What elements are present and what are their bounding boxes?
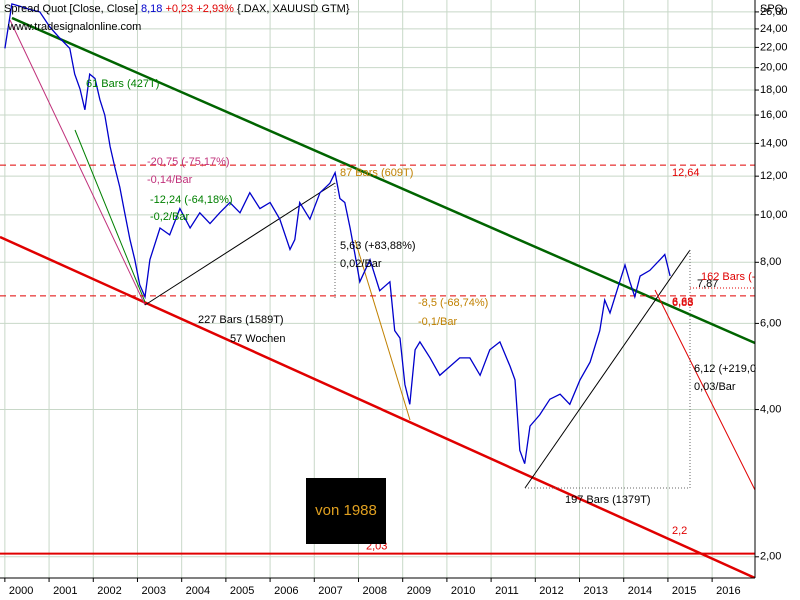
- x-tick-label: 2008: [362, 585, 386, 597]
- last-value: 8,18: [141, 3, 162, 15]
- x-tick-label: 2014: [628, 585, 652, 597]
- x-tick-label: 2003: [141, 585, 165, 597]
- grid: [0, 0, 755, 578]
- annotation: -0,14/Bar: [147, 174, 193, 186]
- symbols: {.DAX, XAUUSD GTM}: [237, 3, 350, 15]
- red-trend: [654, 289, 756, 491]
- box: [306, 478, 386, 544]
- levels: 12,646,832,03: [0, 164, 755, 555]
- x-tick-label: 2016: [716, 585, 740, 597]
- series: [4, 3, 671, 464]
- green-channel: [11, 16, 756, 345]
- axes: 26,00 24,00 22,00 20,00 18,00 16,00 14,00 12,00…: [4, 6, 788, 597]
- change: +0,23 +2,93%: [165, 3, 234, 15]
- x-tick-label: 2006: [274, 585, 298, 597]
- annotation: 197 Bars (1379T): [565, 494, 651, 506]
- y-tick-label: 6,00: [760, 317, 781, 329]
- chart-title: Spread Quot [Close, Close]: [4, 3, 138, 15]
- x-axis-band: [0, 578, 800, 600]
- green-trend: [74, 129, 146, 303]
- x-tick-label: 2011: [495, 585, 519, 597]
- y-tick-label: 20,00: [760, 62, 788, 74]
- box-text: von 1988: [315, 502, 377, 519]
- annotation: -8,5 (-68,74%): [418, 297, 488, 309]
- annotation: 6,12 (+219,0: [694, 363, 756, 375]
- axis-name: SPQ: [760, 3, 784, 15]
- annotation: -20,75 (-75,17%): [147, 156, 230, 168]
- annotation: 0,02/Bar: [340, 258, 382, 270]
- y-tick-label: 18,00: [760, 84, 788, 96]
- source: www.tradesignalonline.com: [7, 21, 141, 33]
- annotation: 2,2: [672, 525, 687, 537]
- x-tick-label: 2004: [186, 585, 210, 597]
- y-tick-label: 4,00: [760, 403, 781, 415]
- x-tick-label: 2009: [407, 585, 431, 597]
- y-tick-label: 2,00: [760, 551, 781, 563]
- y-tick-label: 26,00: [760, 6, 788, 18]
- black-trend: [524, 249, 691, 489]
- annotation: 61 Bars (427T): [86, 78, 159, 90]
- annotation: 6,68: [672, 296, 693, 308]
- trend-lines: [0, 16, 756, 580]
- y-tick-label: 10,00: [760, 209, 788, 221]
- y-tick-label: 16,00: [760, 109, 788, 121]
- x-tick-label: 2007: [318, 585, 342, 597]
- y-tick-label: 22,00: [760, 41, 788, 53]
- x-tick-label: 2002: [97, 585, 121, 597]
- x-tick-label: 2012: [539, 585, 563, 597]
- header: Spread Quot [Close, Close] 8,18 +0,23 +2…: [4, 3, 350, 15]
- magenta-trend: [9, 19, 146, 306]
- annotation: -12,24 (-64,18%): [150, 194, 233, 206]
- annotation: 57 Wochen: [230, 333, 285, 345]
- annotation: 87 Bars (609T): [340, 167, 413, 179]
- x-tick-label: 2015: [672, 585, 696, 597]
- y-tick-label: 8,00: [760, 256, 781, 268]
- y-tick-label: 24,00: [760, 23, 788, 35]
- orange-trend: [354, 239, 411, 421]
- annotation: 0,03/Bar: [694, 381, 736, 393]
- black-trend: [144, 182, 336, 306]
- x-tick-label: 2001: [53, 585, 77, 597]
- red-channel: [0, 235, 756, 580]
- x-tick-label: 2013: [584, 585, 608, 597]
- x-tick-label: 2005: [230, 585, 254, 597]
- annotation: 227 Bars (1589T): [198, 314, 284, 326]
- annotation: -0,1/Bar: [418, 316, 457, 328]
- y-tick-label: 14,00: [760, 137, 788, 149]
- level-label: 6,83: [672, 297, 693, 309]
- y-tick-label: 12,00: [760, 170, 788, 182]
- annotation: -0,2/Bar: [150, 211, 189, 223]
- level-label: 12,64: [672, 167, 700, 179]
- annotation: 7,87: [697, 278, 718, 290]
- annotation: 5,63 (+83,88%): [340, 240, 416, 252]
- x-tick-label: 2000: [9, 585, 33, 597]
- x-tick-label: 2010: [451, 585, 475, 597]
- annotation: 162 Bars (-: [701, 271, 756, 283]
- price-line: [4, 3, 671, 464]
- annotations: 61 Bars (427T) -20,75 (-75,17%) -0,14/Bar -…: [86, 78, 756, 537]
